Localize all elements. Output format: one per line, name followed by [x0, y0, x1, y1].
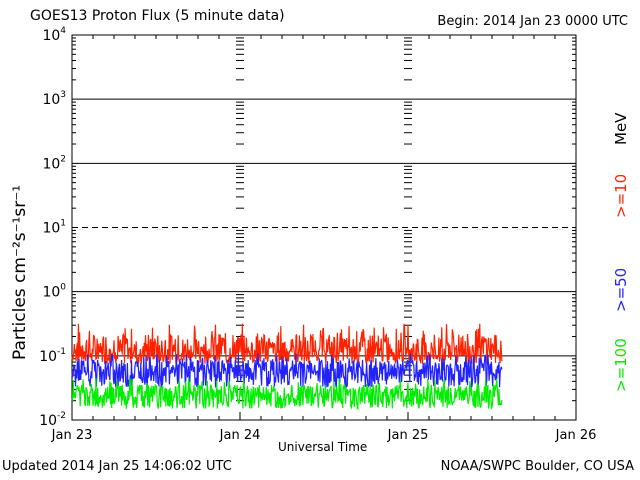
series-line-0 — [71, 323, 503, 366]
y-tick-label: 102 — [42, 154, 66, 172]
legend-unit: MeV — [612, 112, 630, 145]
chart-title: GOES13 Proton Flux (5 minute data) — [30, 8, 285, 24]
y-axis-label: Particles cm⁻²s⁻¹sr⁻¹ — [10, 184, 30, 360]
legend-ge50: >=50 — [612, 267, 630, 312]
y-tick-label: 103 — [42, 90, 66, 108]
credit-label: NOAA/SWPC Boulder, CO USA — [440, 459, 634, 474]
legend-ge100: >=100 — [612, 338, 630, 392]
series-line-1 — [71, 353, 503, 389]
y-tick-label: 100 — [42, 283, 66, 301]
x-tick-label: Jan 26 — [555, 428, 597, 443]
x-tick-label: Jan 24 — [219, 428, 261, 443]
x-tick-label: Jan 23 — [51, 428, 93, 443]
legend-ge10: >=10 — [612, 173, 630, 218]
y-tick-label: 104 — [42, 26, 66, 44]
y-tick-label: 101 — [42, 219, 66, 237]
x-tick-label: Jan 25 — [387, 428, 429, 443]
series-line-2 — [71, 378, 503, 411]
y-tick-label: 10-2 — [39, 411, 66, 429]
x-axis-label: Universal Time — [278, 440, 368, 454]
begin-time: Begin: 2014 Jan 23 0000 UTC — [437, 14, 628, 29]
y-tick-label: 10-1 — [39, 347, 66, 365]
updated-timestamp: Updated 2014 Jan 25 14:06:02 UTC — [2, 459, 232, 474]
